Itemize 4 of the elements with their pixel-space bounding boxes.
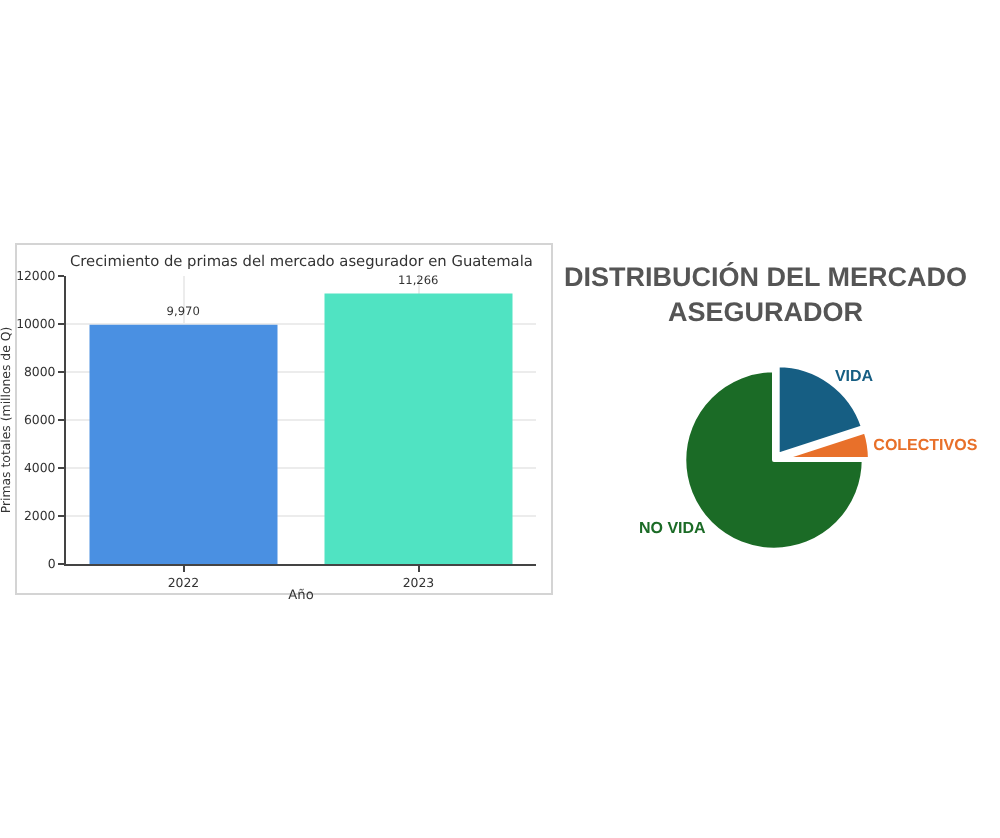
chart-title: DISTRIBUCIÓN DEL MERCADO ASEGURADOR xyxy=(564,262,968,328)
slice-label: NO VIDA xyxy=(638,518,707,537)
slice-label: COLECTIVOS xyxy=(873,435,979,454)
slice-label: VIDA xyxy=(834,367,874,386)
